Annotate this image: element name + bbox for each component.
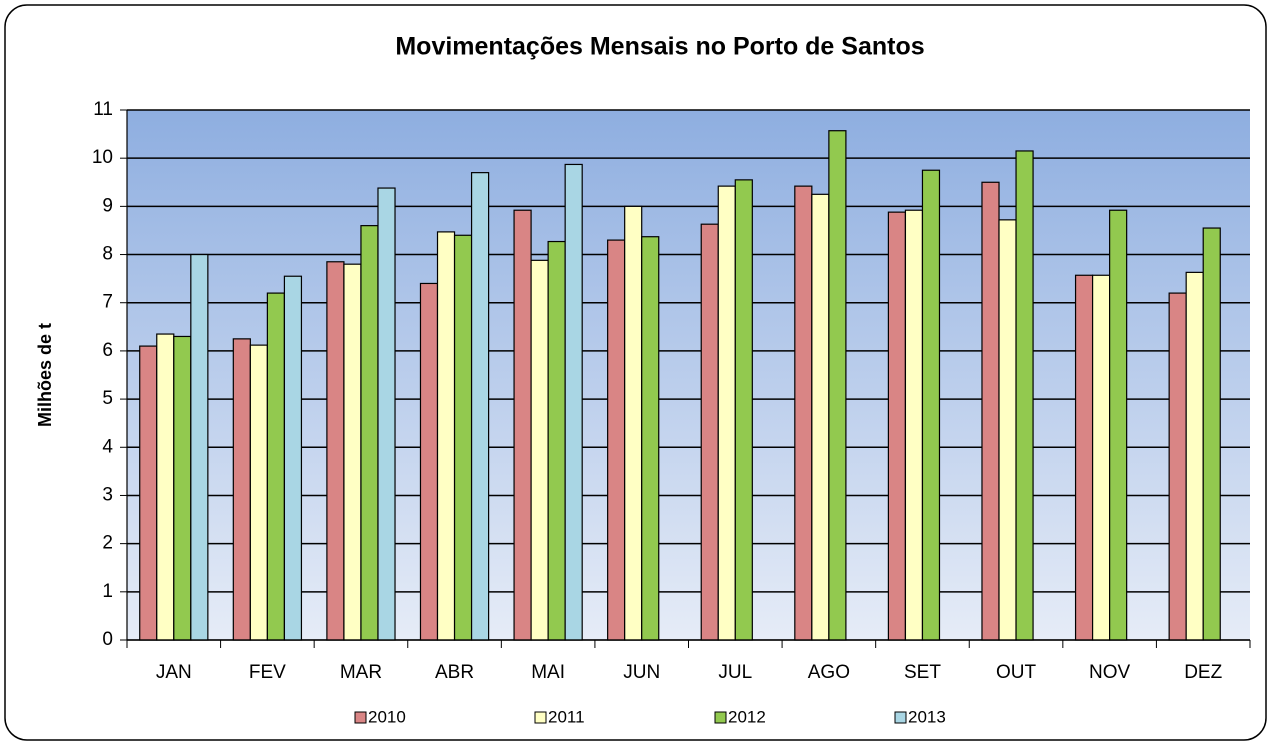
bar <box>1109 209 1128 641</box>
x-tick-label: NOV <box>1089 662 1131 683</box>
bar <box>470 172 490 641</box>
legend-label: 2012 <box>728 707 766 726</box>
bar <box>700 223 719 641</box>
bar <box>1074 274 1094 641</box>
y-tick-label: 11 <box>93 99 113 120</box>
y-tick-label: 7 <box>102 292 113 313</box>
bar <box>360 225 379 641</box>
legend-swatch <box>354 711 367 724</box>
bar <box>326 261 345 641</box>
plot-area <box>127 110 1250 640</box>
bar <box>624 205 643 641</box>
x-tick-label: JUN <box>623 662 660 683</box>
x-tick-label: OUT <box>996 662 1037 683</box>
bar <box>343 263 362 641</box>
bar <box>530 259 549 641</box>
bar <box>1185 271 1204 641</box>
bar <box>436 231 456 641</box>
bar <box>828 130 847 641</box>
bar <box>1202 227 1221 641</box>
bar <box>1168 292 1187 641</box>
bar <box>998 219 1017 641</box>
x-tick-label: DEZ <box>1184 662 1222 683</box>
bar <box>734 179 753 641</box>
y-tick-label: 3 <box>102 484 113 505</box>
bar <box>232 338 251 641</box>
bar <box>981 181 1000 641</box>
bar <box>811 193 830 641</box>
y-tick-label: 9 <box>102 195 113 216</box>
y-axis-label: Milhões de t <box>35 323 55 427</box>
x-tick-label: MAR <box>340 662 382 683</box>
bar <box>190 253 209 641</box>
y-tick-label: 0 <box>102 629 113 650</box>
bar <box>607 239 626 641</box>
legend-label: 2011 <box>548 707 585 726</box>
bar <box>641 236 660 641</box>
bar <box>904 209 924 641</box>
x-tick-label: AGO <box>808 662 850 683</box>
bar <box>249 344 268 641</box>
chart-title: Movimentações Mensais no Porto de Santos <box>395 33 924 61</box>
legend-label: 2010 <box>368 707 406 726</box>
y-tick-label: 10 <box>92 147 113 168</box>
y-tick-label: 4 <box>102 436 113 457</box>
bar <box>887 211 907 641</box>
bar <box>717 185 736 641</box>
bar <box>453 234 473 641</box>
bar <box>1091 274 1111 641</box>
y-tick-label: 2 <box>102 533 113 554</box>
x-tick-label: ABR <box>435 662 474 683</box>
bar <box>547 240 566 641</box>
bar <box>513 209 532 641</box>
x-tick-label: JAN <box>156 662 192 683</box>
x-tick-label: MAI <box>531 662 565 683</box>
y-tick-label: 8 <box>102 244 113 265</box>
y-tick-label: 6 <box>102 340 113 361</box>
bar <box>794 185 813 641</box>
bar <box>377 187 396 641</box>
legend-swatch <box>534 711 547 724</box>
bar <box>1015 150 1034 641</box>
legend-swatch <box>714 711 727 724</box>
bar <box>156 333 175 641</box>
bar <box>283 275 303 641</box>
x-tick-label: FEV <box>249 662 286 683</box>
x-tick-label: SET <box>904 662 941 683</box>
bar <box>266 292 286 641</box>
y-tick-label: 5 <box>102 388 113 409</box>
bar <box>419 282 439 641</box>
legend-swatch <box>894 711 907 724</box>
bar <box>921 169 941 641</box>
bar <box>139 345 158 641</box>
y-tick-label: 1 <box>102 581 113 602</box>
bar <box>173 335 192 641</box>
legend-label: 2013 <box>908 707 946 726</box>
x-tick-label: JUL <box>718 662 752 683</box>
bar <box>564 163 583 641</box>
